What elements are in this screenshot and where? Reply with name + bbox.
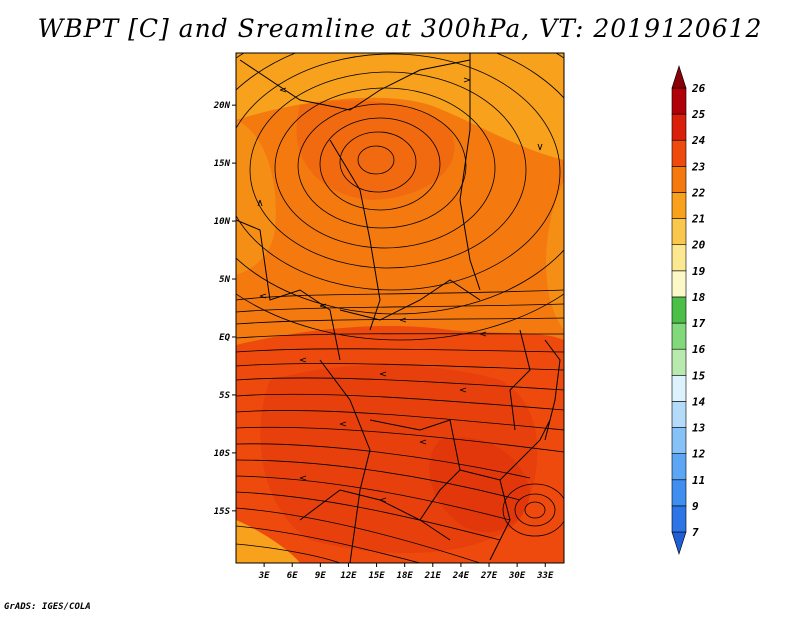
lon-label: 30E (508, 571, 526, 581)
lat-label: 15N (214, 159, 231, 169)
wbpt-field-hotspot-s (429, 437, 530, 533)
colorbar-swatch (671, 453, 687, 481)
colorbar-label: 12 (692, 448, 706, 461)
streamlines (236, 53, 564, 563)
lon-label: 21E (424, 571, 442, 581)
colorbar-label: 22 (691, 186, 706, 199)
colorbar-swatch (671, 113, 687, 141)
colorbar-swatch (671, 166, 687, 193)
lat-label: 10N (214, 217, 231, 227)
colorbar-swatch (671, 218, 687, 246)
lon-label: 24E (452, 571, 470, 581)
longitude-axis: 3E 6E 9E 12E 15E 18E 21E 24E 27E 30E 33E (258, 563, 554, 581)
latitude-axis: 20N 15N 10N 5N EQ 5S 10S 15S (213, 101, 236, 517)
colorbar-label: 18 (692, 291, 706, 304)
lat-label: 15S (214, 507, 231, 517)
colorbar-label: 17 (692, 317, 706, 330)
colorbar-swatch (671, 87, 687, 115)
colorbar-label: 20 (691, 239, 706, 252)
footer-credit: GrADS: IGES/COLA (4, 602, 91, 612)
lat-label: 10S (214, 449, 231, 459)
colorbar-swatch (671, 270, 687, 298)
colorbar-swatch (671, 348, 687, 376)
wbpt-field-hotspot-n (296, 100, 455, 200)
colorbar-swatch (671, 296, 687, 324)
lat-label: 20N (213, 101, 231, 111)
colorbar-label: 16 (692, 343, 706, 356)
colorbar-swatch (671, 401, 687, 428)
wbpt-field-se-band (546, 180, 564, 330)
colorbar-swatch (671, 192, 687, 219)
colorbar-label: 11 (692, 474, 705, 487)
colorbar-label: 23 (691, 160, 706, 173)
lon-label: 12E (340, 571, 357, 581)
country-borders (236, 53, 561, 563)
colorbar-swatch (671, 244, 687, 272)
lon-label: 6E (287, 571, 298, 581)
colorbar-label: 9 (692, 500, 699, 513)
colorbar-label: 24 (691, 134, 706, 147)
colorbar: 7 9 11 12 13 14 15 16 17 18 19 20 21 22 23 24 25 26 (671, 65, 706, 555)
lon-label: 18E (397, 571, 414, 581)
colorbar-label: 14 (692, 395, 706, 408)
lon-label: 3E (258, 571, 270, 581)
lon-label: 33E (536, 571, 554, 581)
colorbar-label: 21 (691, 213, 705, 226)
colorbar-swatch (671, 427, 687, 454)
colorbar-high-triangle (671, 65, 687, 89)
map-panel (236, 53, 564, 563)
lon-label: 27E (480, 571, 498, 581)
colorbar-swatch (671, 139, 687, 167)
wbpt-field-sw-corner (236, 520, 300, 563)
lat-label: 5S (219, 391, 230, 401)
lat-label: EQ (219, 333, 230, 343)
colorbar-label: 7 (692, 526, 699, 539)
colorbar-label: 25 (691, 108, 706, 121)
lon-label: 15E (368, 571, 385, 581)
colorbar-label: 15 (692, 369, 706, 382)
colorbar-swatch (671, 322, 687, 350)
colorbar-low-triangle (671, 531, 687, 555)
colorbar-label: 19 (692, 265, 706, 278)
colorbar-swatch (671, 479, 687, 507)
colorbar-swatch (671, 374, 687, 402)
colorbar-label: 26 (691, 82, 706, 95)
map-title: WBPT [C] and Sreamline at 300hPa, VT: 20… (37, 14, 763, 43)
colorbar-swatch (671, 505, 687, 533)
wbpt-field-north (236, 53, 564, 160)
map-frame (235, 52, 565, 564)
lon-label: 9E (315, 571, 326, 581)
lat-label: 5N (219, 275, 230, 285)
colorbar-label: 13 (692, 422, 706, 435)
